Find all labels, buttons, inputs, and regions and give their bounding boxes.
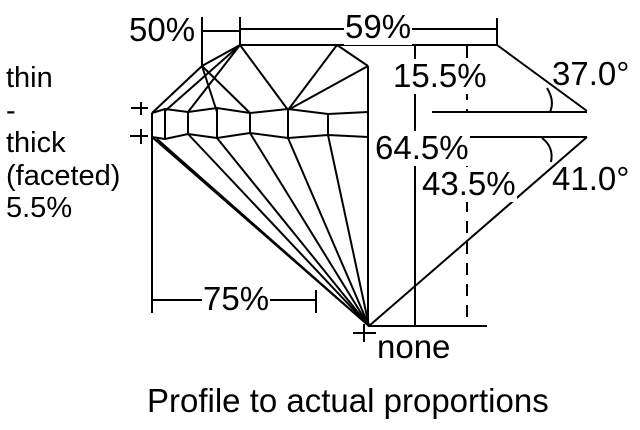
- girdle-description-line: 5.5%: [6, 192, 73, 224]
- table-width-label: 59%: [344, 8, 413, 45]
- crown-facets: [164, 44, 369, 114]
- girdle-band: [151, 106, 369, 141]
- girdle-description-line: (faceted): [6, 159, 121, 192]
- lower-girdle-length-label: 75%: [202, 280, 271, 317]
- culet-label: none: [377, 328, 451, 365]
- girdle-description-line: thick: [6, 127, 66, 159]
- pavilion-depth-label: 43.5%: [421, 165, 517, 202]
- girdle-description: thin - thick (faceted) 5.5%: [6, 62, 120, 225]
- diagram-caption: Profile to actual proportions: [147, 382, 549, 420]
- girdle-description-line: -: [6, 94, 16, 127]
- angle-arcs: [541, 87, 553, 163]
- pavilion-facets: [151, 132, 370, 327]
- crown-angle-label: 37.0°: [552, 55, 630, 92]
- tick-marks: [130, 102, 376, 342]
- total-depth-label: 64.5%: [374, 129, 470, 166]
- pavilion-angle-label: 41.0°: [552, 160, 630, 197]
- star-length-label: 50%: [129, 11, 196, 48]
- girdle-description-line: thin: [6, 62, 53, 94]
- crown-height-label: 15.5%: [392, 57, 488, 94]
